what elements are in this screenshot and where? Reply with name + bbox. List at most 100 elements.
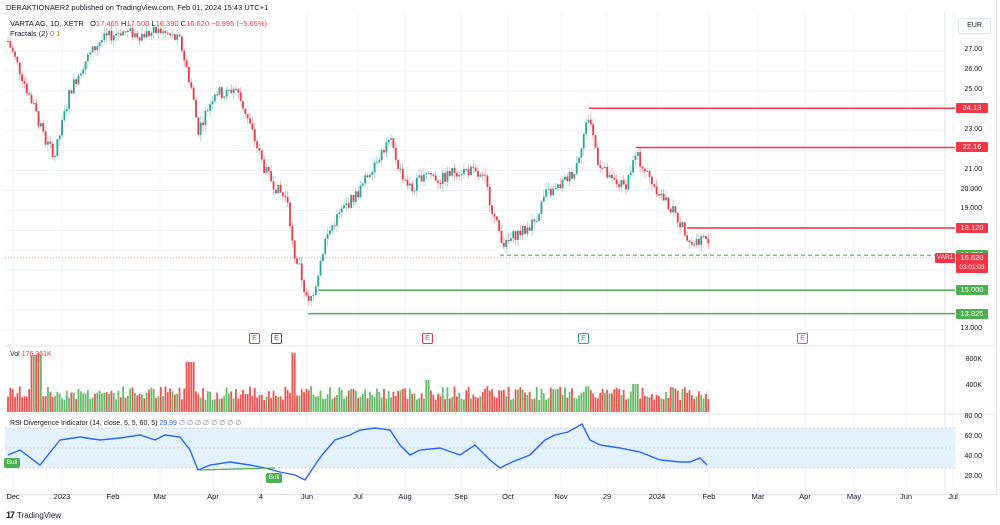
volume-bar	[14, 396, 16, 412]
candle-body	[145, 30, 148, 38]
currency-button[interactable]: EUR	[958, 18, 991, 34]
candle-body	[218, 87, 221, 95]
price-tick: 21.00	[964, 165, 982, 173]
volume-bar	[514, 389, 517, 412]
volume-bar	[575, 398, 578, 412]
volume-bar	[540, 388, 543, 412]
volume-bar	[202, 388, 204, 412]
volume-bar	[82, 393, 85, 412]
volume-bar	[387, 391, 390, 412]
volume-bar	[47, 387, 49, 412]
volume-bar	[641, 387, 644, 412]
volume-bar	[688, 390, 691, 412]
candle-body	[427, 173, 430, 175]
time-tick: Aug	[398, 492, 412, 501]
candle-body	[357, 191, 360, 198]
volume-bar	[554, 389, 557, 412]
candle-body	[303, 280, 305, 293]
candle-body	[148, 30, 150, 36]
footer-brand[interactable]: 17 TradingView	[6, 510, 61, 520]
volume-bar	[87, 389, 89, 412]
volume-bar	[9, 387, 12, 412]
volume-bar	[94, 393, 96, 412]
price-tick: 25.00	[964, 85, 982, 93]
candle-body	[542, 196, 545, 202]
volume-bar	[632, 384, 634, 412]
volume-bar	[531, 399, 533, 412]
candle-body	[72, 79, 75, 94]
candle-body	[9, 41, 12, 48]
candle-body	[432, 174, 435, 176]
volume-bar	[542, 393, 545, 412]
volume-tick-800k: 800K	[965, 356, 982, 363]
candle-body	[420, 175, 423, 182]
volume-bar	[11, 389, 14, 412]
volume-bar	[117, 390, 120, 412]
volume-bar	[707, 398, 710, 412]
candle-body	[352, 194, 355, 202]
volume-bar	[587, 386, 590, 412]
volume-bar	[326, 394, 329, 412]
candle-body	[470, 166, 472, 176]
volume-bar	[303, 392, 305, 412]
volume-bar	[643, 395, 646, 412]
candle-body	[564, 176, 566, 180]
candle-body	[378, 160, 381, 163]
candle-body	[199, 122, 202, 135]
candle-body	[51, 143, 54, 158]
candle-body	[202, 122, 204, 126]
candle-body	[204, 110, 207, 126]
volume-bar	[373, 396, 376, 412]
volume-bar	[138, 393, 141, 412]
candle-body	[40, 122, 42, 127]
candle-body	[455, 172, 458, 177]
rsi-extra-values: ∅ ∅ ∅ ∅ ∅ ∅ ∅ ∅	[178, 420, 242, 427]
earnings-marker-icon[interactable]: E	[422, 333, 433, 344]
candle-body	[359, 185, 362, 198]
symbol-legend[interactable]: VARTA AG, 1D, XETR O17.465 H17.500 L16.3…	[10, 19, 267, 28]
volume-bar	[122, 386, 125, 412]
volume-tick-400k: 400K	[965, 382, 982, 389]
fractals-legend[interactable]: Fractals (2) 0 1	[10, 29, 60, 38]
volume-bar	[585, 386, 587, 412]
earnings-marker-icon[interactable]: E	[797, 333, 808, 344]
earnings-marker-icon[interactable]: E	[271, 333, 282, 344]
candle-body	[369, 174, 371, 178]
volume-bar	[228, 393, 230, 412]
volume-legend[interactable]: Vol 176.361K	[10, 351, 52, 358]
volume-bar	[589, 390, 592, 412]
candle-body	[37, 111, 40, 127]
time-tick: Jun	[300, 492, 314, 501]
volume-bar	[625, 399, 627, 412]
candle-body	[632, 160, 634, 173]
volume-bar	[484, 388, 486, 412]
volume-bar	[289, 392, 291, 412]
candle-body	[371, 172, 374, 175]
earnings-marker-icon[interactable]: E	[578, 333, 589, 344]
candle-body	[547, 188, 550, 190]
candle-body	[326, 233, 329, 239]
candle-body	[613, 178, 616, 180]
candle-body	[190, 82, 193, 88]
candle-body	[669, 208, 672, 213]
candle-body	[157, 28, 160, 33]
rsi-legend[interactable]: RSI Divergence Indicator (14, close, 5, …	[10, 419, 241, 427]
volume-bar	[634, 384, 637, 412]
candle-body	[686, 235, 689, 241]
candle-body	[7, 41, 9, 43]
candle-body	[390, 138, 392, 140]
candle-body	[580, 148, 583, 158]
volume-bar	[408, 388, 411, 412]
volume-bar	[251, 395, 254, 412]
earnings-marker-icon[interactable]: E	[249, 333, 260, 344]
time-tick: 2024	[648, 492, 666, 501]
candle-body	[185, 60, 188, 68]
volume-bar	[65, 390, 68, 412]
volume-bar	[322, 398, 324, 412]
low-value: 16.390	[155, 19, 179, 28]
candle-body	[155, 26, 157, 33]
volume-bar	[653, 399, 656, 412]
candle-body	[49, 141, 52, 144]
volume-bar	[658, 395, 660, 412]
